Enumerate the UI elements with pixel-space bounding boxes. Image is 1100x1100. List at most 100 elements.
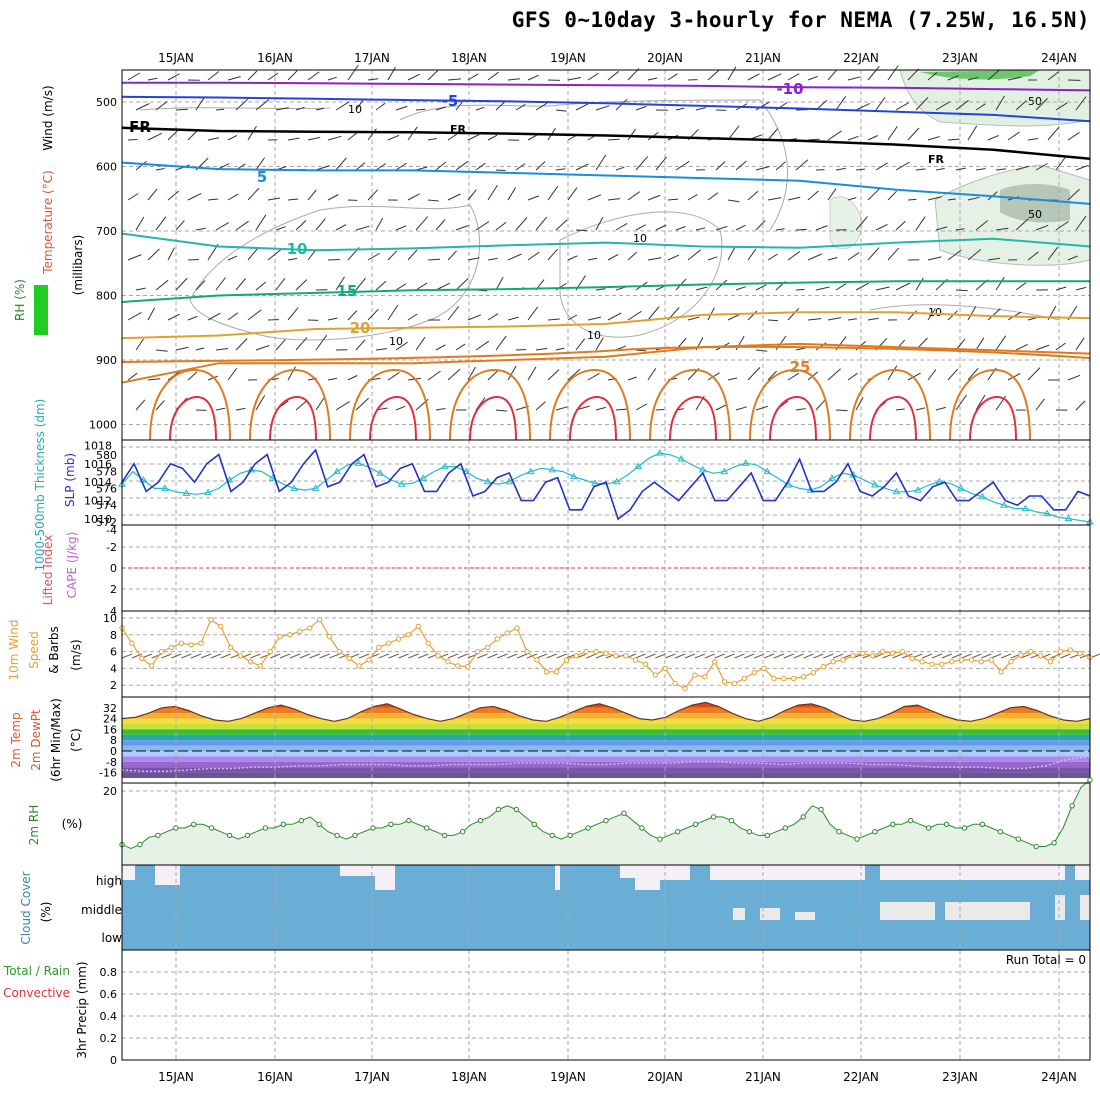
date-bottom-6: 21JAN [745,1070,781,1084]
series-2m-dewpt [121,755,1091,772]
barb [467,189,477,201]
barb [307,71,320,81]
ylabel-wind: Wind (m/s) [41,85,55,150]
barb [455,343,466,351]
barb [155,216,167,231]
temp-tick--8: -8 [106,756,117,769]
wind-speed-point [889,650,896,656]
barb [355,397,369,411]
barb [175,346,189,351]
slp-tick-1014: 1014 [84,476,112,489]
thickness-point [139,476,148,483]
barb [247,309,262,321]
temp-mask [122,697,1090,722]
barb [147,378,161,381]
barb [447,306,460,321]
barb [495,335,507,351]
barb [675,226,686,231]
barb [775,161,786,171]
barb [695,107,707,111]
wind-speed-point [968,657,975,663]
barb [1047,71,1060,81]
barb [487,257,498,261]
temp-band-2 [122,713,1090,719]
rh-point [621,810,627,816]
barb [595,288,606,291]
barb [1035,163,1048,171]
barb [447,132,459,141]
rh-point [657,836,663,842]
barb [995,95,1005,111]
barb [235,98,248,111]
barb [295,220,307,231]
rh-point [943,821,950,827]
barb [547,248,558,261]
barb [155,168,165,171]
wind-speed-point [958,657,965,663]
barb [527,251,540,261]
wind-speed-point [405,632,412,638]
barb [987,257,1001,261]
wind-speed-point [751,669,757,676]
barb [415,282,428,291]
thickness-point [526,467,535,475]
wind10-barb [635,653,646,659]
wind10-barb [329,653,340,659]
precip-tick-0.8: 0.8 [100,966,118,979]
rh-point [226,832,233,839]
wind-speed-point [148,663,155,669]
thickness-point [892,487,901,495]
barb [327,377,338,381]
wind10-barb [793,653,804,659]
thickness-point [1064,514,1073,522]
barb [607,70,620,81]
barb [395,283,407,291]
barb [835,96,847,111]
wind-speed-point [850,653,856,659]
barb [767,128,778,141]
wind10-barb [744,653,755,659]
barb [315,107,325,111]
barb [615,222,628,231]
wind-speed-point [583,648,589,655]
wind-speed-point [702,674,708,680]
barb [875,162,888,171]
thickness-point [741,459,750,466]
barb [535,348,548,351]
barb [795,288,805,291]
rh-point [442,832,448,839]
wind-speed-point [474,648,481,655]
wind-speed-point [988,657,994,663]
barb [735,160,747,171]
barb [647,77,658,81]
ylabel-rh: RH (%) [13,279,27,321]
barb [435,106,447,111]
hot-loop-4 [569,395,617,441]
wind-speed-point [1077,650,1083,656]
wind10-barb [951,653,962,659]
barb [367,252,380,261]
thickness-point [505,477,514,485]
cloud-high-gap-7 [760,865,865,880]
barb [347,375,358,381]
wind-speed-point [326,633,333,640]
barb [795,347,806,351]
barb [427,370,441,381]
wind10-barb [250,653,261,659]
temp-label-5: 5 [257,168,267,186]
cloud-unit: (%) [39,902,53,923]
barb [295,337,308,351]
barb [867,187,881,201]
thickness-point [957,484,965,491]
wind10-barb [210,653,222,659]
barb [307,189,317,201]
rh-point [1015,836,1021,842]
barb [1007,131,1020,141]
barb [807,75,819,81]
barb [427,138,437,141]
barb [1075,400,1086,411]
barb [735,406,747,411]
barb [915,407,926,411]
barb [255,281,267,291]
barb [675,107,685,111]
